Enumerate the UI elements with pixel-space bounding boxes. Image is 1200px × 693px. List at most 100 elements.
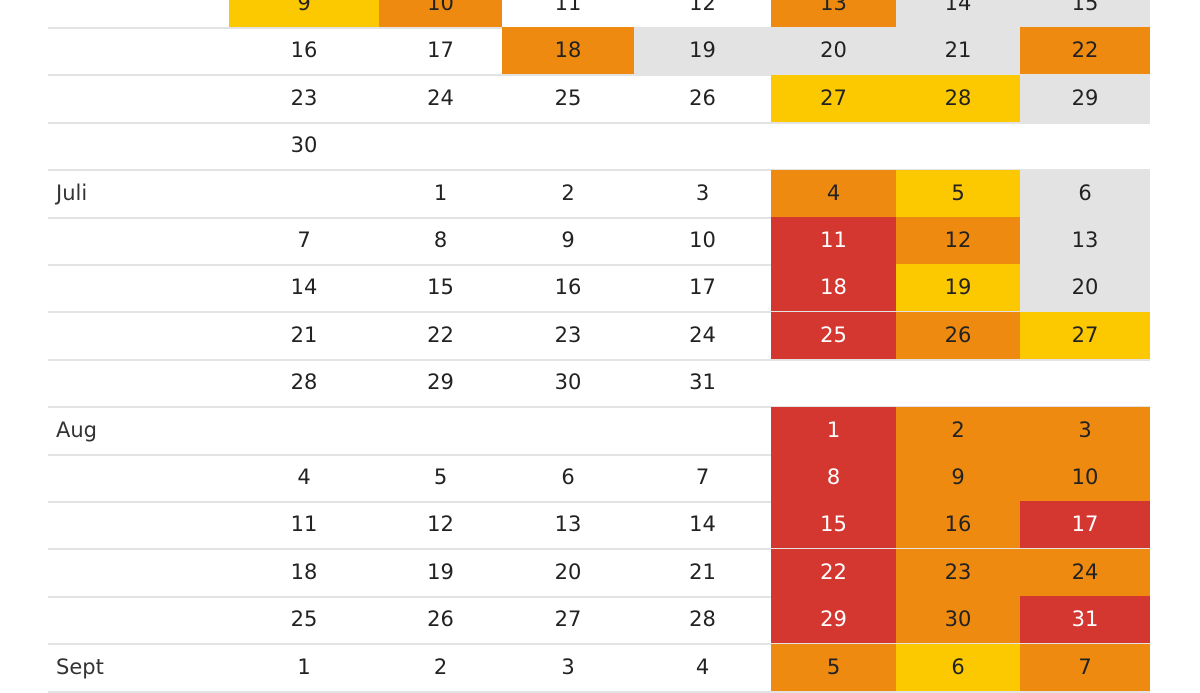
day-cell-thu: 3 <box>695 180 710 205</box>
week-row: Juli 1 2 3 4 5 6 <box>48 169 1150 219</box>
day-cell-thu: 10 <box>689 228 716 252</box>
day-cell-wed: 11 <box>554 0 582 15</box>
week-row: 30 <box>48 122 1150 172</box>
day-cell-mon: 4 <box>297 465 311 489</box>
day-cell-wed: 13 <box>554 512 582 537</box>
week-row: 9 10 11 12 13 14 15 <box>48 0 1150 29</box>
month-label: Sept <box>56 654 104 679</box>
day-cell-mon: 23 <box>290 85 318 110</box>
day-cell-sun: 22 <box>1020 27 1150 75</box>
day-cell-mon: 11 <box>290 512 318 537</box>
day-cell-fri: 13 <box>771 0 896 27</box>
day-cell-sun: 27 <box>1020 311 1150 359</box>
day-cell-wed: 3 <box>561 654 575 679</box>
month-label: Juli <box>56 180 88 205</box>
week-row: 21 22 23 24 25 26 27 <box>48 311 1150 361</box>
day-cell-fri: 27 <box>771 74 896 122</box>
day-cell-sun: 31 <box>1020 596 1150 644</box>
day-cell-fri: 4 <box>771 169 896 217</box>
month-label: Aug <box>56 417 98 442</box>
day-cell-thu: 7 <box>695 465 710 489</box>
day-cell-sun: 6 <box>1020 169 1150 217</box>
week-row: 23 24 25 26 27 28 29 <box>48 74 1150 124</box>
day-cell-thu: 26 <box>689 85 716 110</box>
day-cell-mon: 9 <box>229 0 379 27</box>
day-cell-sat: 5 <box>896 169 1020 217</box>
day-cell-tue: 19 <box>427 559 454 584</box>
day-cell-thu: 14 <box>689 512 716 537</box>
day-cell-sat: 21 <box>896 27 1020 75</box>
week-row: 25 26 27 28 29 30 31 <box>48 596 1150 646</box>
day-cell-fri: 22 <box>771 548 896 596</box>
day-cell-sun <box>1020 359 1150 406</box>
day-cell-thu <box>634 122 771 169</box>
day-cell-mon: 25 <box>290 607 318 632</box>
day-cell-sat: 23 <box>896 548 1020 596</box>
day-cell-thu: 4 <box>695 654 710 679</box>
day-cell-wed: 9 <box>561 228 575 252</box>
day-cell-sat <box>896 359 1020 406</box>
day-cell-thu: 21 <box>689 559 716 584</box>
day-cell-mon: 18 <box>290 559 318 584</box>
day-cell-mon: 1 <box>297 654 311 679</box>
day-cell-fri: 11 <box>771 217 896 264</box>
day-cell-fri: 29 <box>771 596 896 644</box>
day-cell-mon: 30 <box>290 133 318 158</box>
day-cell-fri: 15 <box>771 501 896 549</box>
day-cell-fri: 1 <box>771 406 896 454</box>
day-cell-thu <box>634 407 771 454</box>
day-cell-sat: 14 <box>896 0 1020 27</box>
day-cell-sat: 16 <box>896 501 1020 549</box>
day-cell-mon: 21 <box>290 322 318 347</box>
day-cell-sun: 17 <box>1020 501 1150 549</box>
day-cell-mon <box>229 407 379 454</box>
day-cell-wed: 27 <box>554 607 582 632</box>
day-cell-thu: 28 <box>689 607 716 632</box>
day-cell-sun: 13 <box>1020 217 1150 264</box>
day-cell-wed: 16 <box>554 275 582 300</box>
day-cell-fri: 20 <box>771 27 896 75</box>
day-cell-mon: 7 <box>297 228 311 252</box>
day-cell-fri <box>771 122 896 169</box>
day-cell-tue <box>379 407 502 454</box>
day-cell-sun: 10 <box>1020 454 1150 501</box>
day-cell-sat: 2 <box>896 406 1020 454</box>
week-row: 28 29 30 31 <box>48 359 1150 409</box>
week-row: 18 19 20 21 22 23 24 <box>48 548 1150 598</box>
day-cell-wed <box>502 407 634 454</box>
day-cell-wed <box>502 122 634 169</box>
day-cell-sat: 28 <box>896 74 1020 122</box>
day-cell-fri: 8 <box>771 454 896 501</box>
day-cell-wed: 6 <box>561 465 575 489</box>
day-cell-sat <box>896 122 1020 169</box>
day-cell-mon: 14 <box>290 275 318 300</box>
week-row: 4 5 6 7 8 9 10 <box>48 454 1150 503</box>
day-cell-mon: 28 <box>290 370 318 395</box>
day-cell-fri: 25 <box>771 311 896 359</box>
day-cell-wed: 18 <box>502 27 634 75</box>
day-cell-tue: 8 <box>433 228 448 252</box>
day-cell-sun: 7 <box>1020 643 1150 691</box>
day-cell-sat: 6 <box>896 643 1020 691</box>
day-cell-wed: 30 <box>554 370 582 395</box>
day-cell-wed: 25 <box>554 85 582 110</box>
day-cell-wed: 23 <box>554 322 582 347</box>
day-cell-sat: 30 <box>896 596 1020 644</box>
day-cell-tue: 22 <box>427 322 454 347</box>
day-cell-mon <box>229 170 379 217</box>
day-cell-fri: 5 <box>771 643 896 691</box>
day-cell-sat: 26 <box>896 311 1020 359</box>
day-cell-thu: 17 <box>689 275 716 300</box>
week-row: 7 8 9 10 11 12 13 <box>48 217 1150 266</box>
week-row: 16 17 18 19 20 21 22 <box>48 27 1150 77</box>
week-row: 14 15 16 17 18 19 20 <box>48 264 1150 314</box>
day-cell-thu: 24 <box>689 322 716 347</box>
day-cell-thu: 31 <box>689 370 716 395</box>
day-cell-mon: 16 <box>290 38 318 63</box>
day-cell-tue: 10 <box>379 0 502 27</box>
day-cell-sat: 19 <box>896 264 1020 312</box>
week-row: Aug 1 2 3 <box>48 406 1150 456</box>
day-cell-thu: 12 <box>689 0 716 15</box>
day-cell-tue: 5 <box>433 465 448 489</box>
day-cell-sun: 24 <box>1020 548 1150 596</box>
